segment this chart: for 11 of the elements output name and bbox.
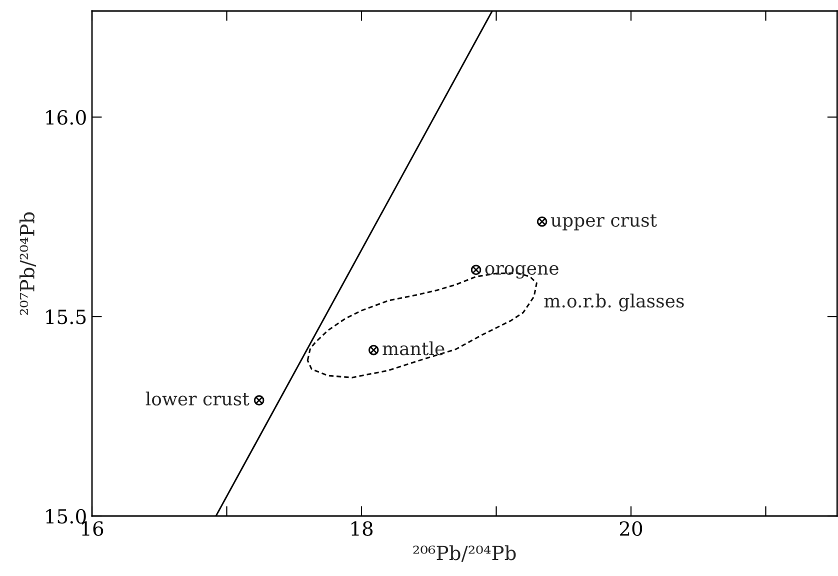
annotation: lower crust [146, 392, 250, 406]
annotation: m.o.r.b. glasses [544, 294, 684, 312]
x-tick-label: 18 [352, 521, 373, 536]
annotation: orogene [485, 264, 558, 279]
annotation: upper crust [550, 214, 657, 230]
y-tick-label: 16.0 [46, 110, 86, 125]
x-axis-title: ²⁰⁶Pb/²⁰⁴Pb [413, 545, 516, 562]
annotation: mantle [382, 341, 444, 356]
y-tick-label: 15.5 [46, 310, 86, 324]
x-tick-label: 20 [620, 521, 642, 536]
y-axis-title: ²⁰⁷Pb/²⁰⁴Pb [19, 212, 36, 315]
